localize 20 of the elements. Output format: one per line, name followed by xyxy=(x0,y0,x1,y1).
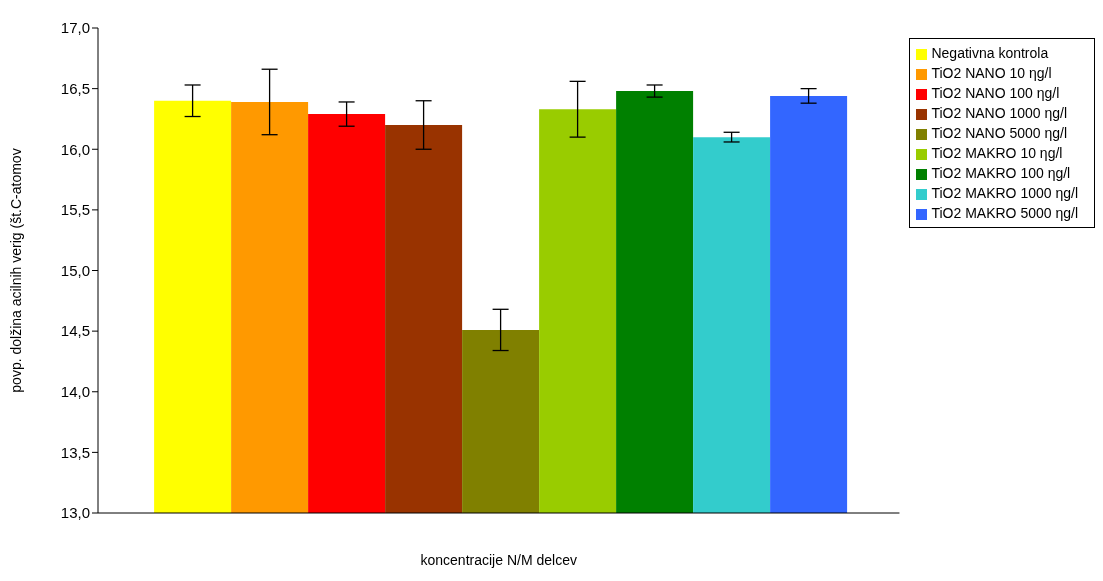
y-tick-label: 14,5 xyxy=(60,322,90,340)
legend-label: TiO2 NANO 10 ηg/l xyxy=(931,65,1052,81)
y-tick-label: 15,5 xyxy=(60,201,90,219)
y-tick-label: 13,0 xyxy=(60,504,90,522)
legend-label: TiO2 NANO 5000 ηg/l xyxy=(931,125,1068,141)
legend-label: TiO2 NANO 1000 ηg/l xyxy=(931,105,1068,121)
legend-label: TiO2 NANO 100 ηg/l xyxy=(931,85,1060,101)
y-tick-label: 14,0 xyxy=(60,383,90,401)
legend-label: TiO2 MAKRO 10 ηg/l xyxy=(931,145,1063,161)
y-tick-label: 13,5 xyxy=(60,443,90,461)
legend-label: TiO2 MAKRO 5000 ηg/l xyxy=(931,205,1078,221)
legend-label: Negativna kontrola xyxy=(931,45,1049,61)
legend-label: TiO2 MAKRO 100 ηg/l xyxy=(931,165,1071,181)
y-tick-label: 16,5 xyxy=(60,79,90,97)
x-axis-title: koncentracije N/M delcev xyxy=(420,552,577,568)
legend-label: TiO2 MAKRO 1000 ηg/l xyxy=(931,185,1078,201)
y-tick-label: 17,0 xyxy=(60,19,90,37)
y-tick-label: 16,0 xyxy=(60,140,90,158)
y-axis-title: povp. dolžina acilnih verig (št.C-atomov xyxy=(7,148,24,393)
y-tick-label: 15,0 xyxy=(60,261,90,279)
